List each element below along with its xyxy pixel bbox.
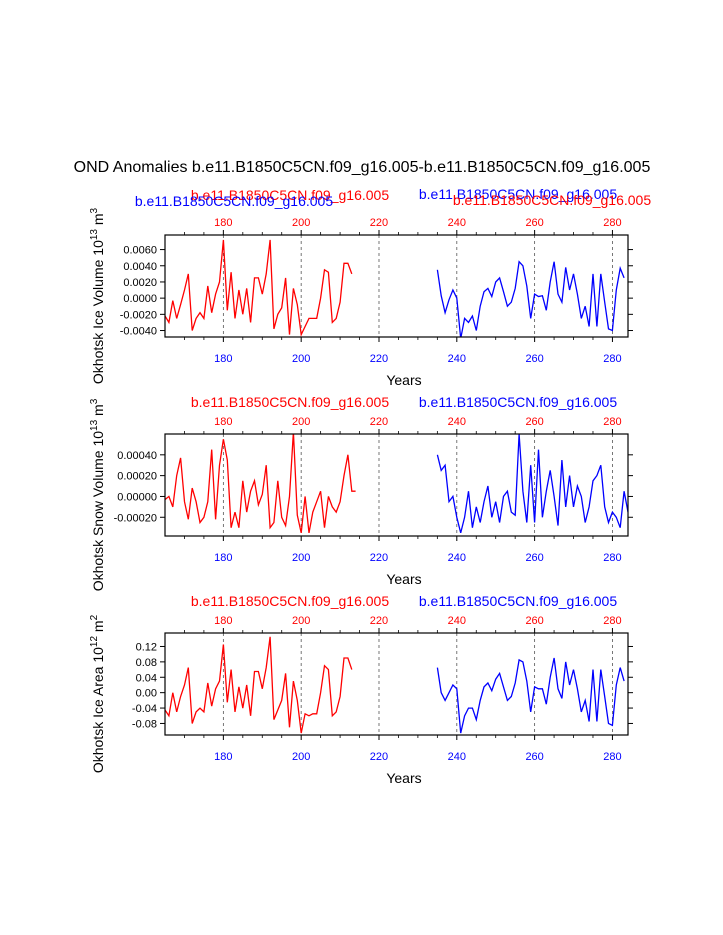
y-tick-label: -0.08: [132, 718, 157, 730]
bottom-tick-label: 260: [525, 552, 543, 564]
bottom-tick-label: 240: [448, 552, 466, 564]
series-line-blue: [436, 260, 625, 337]
figure-title: OND Anomalies b.e11.B1850C5CN.f09_g16.00…: [74, 159, 651, 176]
y-label-text: m: [90, 404, 106, 420]
panel-3: b.e11.B1850C5CN.f09_g16.005 b.e11.B1850C5…: [89, 593, 633, 786]
y-label-superscript: 3: [89, 207, 100, 213]
top-tick-label: 260: [525, 615, 543, 627]
bottom-tick-label: 260: [525, 353, 543, 365]
top-tick-label: 200: [292, 217, 310, 229]
case-label-blue: b.e11.B1850C5CN.f09_g16.005: [419, 593, 617, 609]
top-tick-label: 280: [603, 217, 621, 229]
top-tick-label: 200: [292, 416, 310, 428]
series-line-blue: [436, 657, 625, 734]
bottom-tick-label: 220: [370, 552, 388, 564]
plot-frame: [164, 632, 629, 736]
y-tick-label: 0.0040: [123, 261, 157, 273]
plot-frame: [164, 234, 629, 338]
bottom-tick-label: 180: [214, 552, 232, 564]
y-label-superscript: 2: [89, 614, 100, 620]
y-tick-label: -0.0020: [120, 309, 157, 321]
bottom-tick-label: 220: [370, 751, 388, 763]
bottom-tick-label: 220: [370, 353, 388, 365]
top-tick-label: 220: [370, 615, 388, 627]
series-line-blue: [436, 434, 628, 534]
plot-frame: [164, 433, 629, 537]
y-label-text: Okhotsk Snow Volume 10: [90, 431, 106, 592]
top-tick-label: 200: [292, 615, 310, 627]
case-label-blue-left: b.e11.B1850C5CN.f09_g16.005: [135, 193, 333, 209]
y-label-text: m: [90, 620, 106, 636]
case-label-red: b.e11.B1850C5CN.f09_g16.005: [191, 394, 389, 410]
y-tick-label: 0.08: [136, 657, 157, 669]
y-tick-label: -0.0040: [120, 326, 157, 338]
y-label-text: Okhotsk Ice Volume 10: [90, 240, 106, 384]
bottom-tick-label: 280: [603, 552, 621, 564]
case-label-blue-right: b.e11.B1850C5CN.f09_g16.005: [419, 186, 617, 202]
case-label-red-top: b.e11.B1850C5CN.f09_g16.005: [191, 187, 389, 203]
y-label-text: Okhotsk Ice Area 10: [90, 647, 106, 773]
y-tick-label: 0.00: [136, 688, 157, 700]
top-tick-label: 240: [448, 615, 466, 627]
case-label-red-right: b.e11.B1850C5CN.f09_g16.005: [453, 192, 651, 208]
top-tick-label: 240: [448, 217, 466, 229]
bottom-tick-label: 240: [448, 751, 466, 763]
top-tick-label: 260: [525, 217, 543, 229]
y-tick-label: 0.00020: [117, 471, 157, 483]
y-tick-label: 0.0020: [123, 277, 157, 289]
y-axis-label: Okhotsk Ice Area 1012 m2: [89, 614, 106, 773]
series-line-red: [165, 434, 356, 534]
bottom-tick-label: 280: [603, 751, 621, 763]
y-axis-label: Okhotsk Snow Volume 1013 m3: [89, 398, 106, 591]
top-tick-label: 280: [603, 615, 621, 627]
y-tick-label: 0.0060: [123, 245, 157, 257]
top-tick-label: 180: [214, 615, 232, 627]
top-tick-label: 240: [448, 416, 466, 428]
bottom-tick-label: 200: [292, 751, 310, 763]
top-tick-label: 220: [370, 217, 388, 229]
series-line-red: [165, 636, 353, 734]
y-tick-label: -0.04: [132, 703, 157, 715]
y-tick-label: 0.04: [136, 672, 157, 684]
x-axis-label: Years: [386, 571, 421, 587]
y-label-text: m: [90, 213, 106, 229]
top-tick-label: 260: [525, 416, 543, 428]
bottom-tick-label: 180: [214, 751, 232, 763]
panel-2: b.e11.B1850C5CN.f09_g16.005 b.e11.B1850C5…: [89, 394, 633, 591]
x-axis-label: Years: [386, 372, 421, 388]
case-label-red: b.e11.B1850C5CN.f09_g16.005: [191, 593, 389, 609]
panel-1: b.e11.B1850C5CN.f09_g16.005b.e11.B1850C5…: [89, 186, 651, 388]
x-axis-label: Years: [386, 770, 421, 786]
top-tick-label: 280: [603, 416, 621, 428]
y-label-superscript: 12: [89, 636, 100, 648]
y-label-superscript: 13: [89, 419, 100, 431]
top-tick-label: 220: [370, 416, 388, 428]
series-line-red: [165, 239, 353, 337]
bottom-tick-label: 280: [603, 353, 621, 365]
top-tick-label: 180: [214, 416, 232, 428]
top-tick-label: 180: [214, 217, 232, 229]
bottom-tick-label: 240: [448, 353, 466, 365]
y-label-superscript: 3: [89, 398, 100, 404]
y-axis-label: Okhotsk Ice Volume 1013 m3: [89, 207, 106, 384]
bottom-tick-label: 260: [525, 751, 543, 763]
bottom-tick-label: 200: [292, 552, 310, 564]
y-tick-label: 0.00000: [117, 491, 157, 503]
bottom-tick-label: 200: [292, 353, 310, 365]
y-tick-label: 0.00040: [117, 450, 157, 462]
y-tick-label: 0.0000: [123, 293, 157, 305]
y-tick-label: 0.12: [136, 641, 157, 653]
bottom-tick-label: 180: [214, 353, 232, 365]
y-label-superscript: 13: [89, 229, 100, 241]
case-label-blue: b.e11.B1850C5CN.f09_g16.005: [419, 394, 617, 410]
y-tick-label: -0.00020: [114, 512, 157, 524]
